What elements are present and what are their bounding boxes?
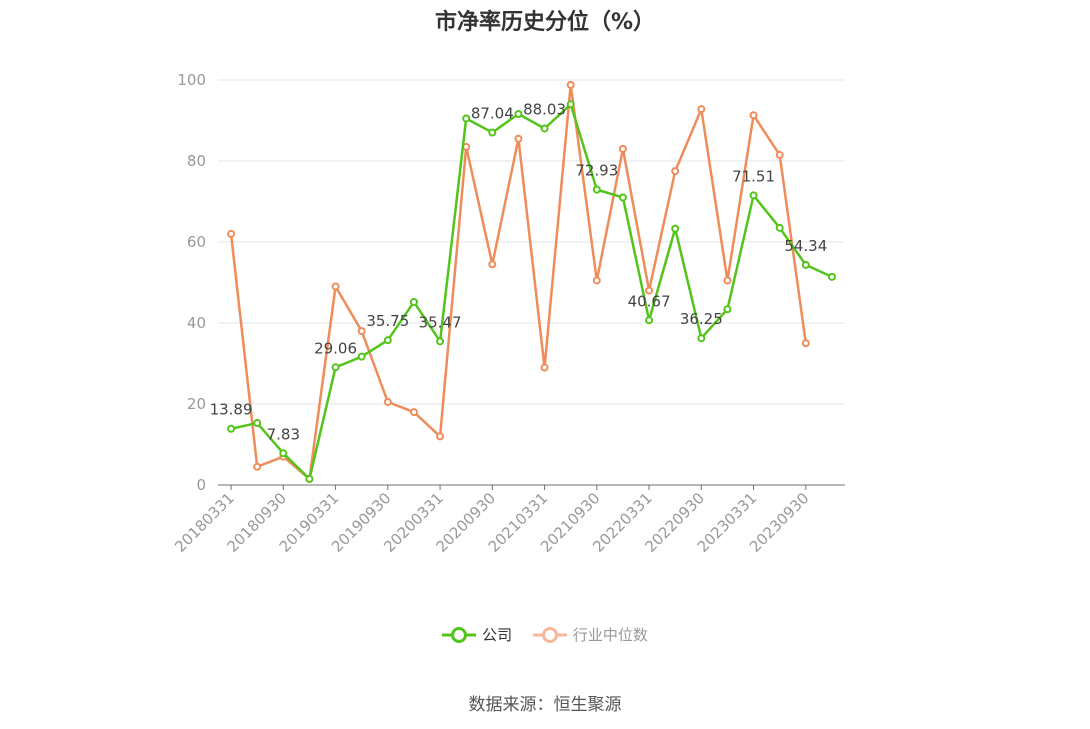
data-label: 13.89 [210, 401, 253, 419]
data-point-company [488, 128, 497, 137]
data-point-company [331, 363, 340, 372]
series-layer [227, 80, 836, 483]
data-label: 36.25 [680, 310, 723, 328]
data-point-company [775, 223, 784, 232]
data-point-company [462, 114, 471, 123]
data-point-industry [331, 282, 340, 291]
legend-company-marker-icon [442, 626, 477, 643]
axis-layer: 0204060801002018033120180930201903312019… [171, 71, 845, 556]
data-point-industry [801, 339, 810, 348]
data-point-industry [436, 432, 445, 441]
data-point-industry [383, 397, 392, 406]
data-point-industry [723, 276, 732, 285]
data-point-company [279, 449, 288, 458]
data-point-industry [697, 105, 706, 114]
data-point-industry [227, 229, 236, 238]
series-line-company [230, 103, 833, 481]
data-label: 40.67 [628, 292, 671, 310]
data-label: 87.04 [471, 104, 514, 122]
data-point-company [566, 100, 575, 109]
y-tick-label: 100 [177, 71, 206, 89]
data-point-industry [253, 462, 262, 471]
data-point-company [645, 316, 654, 325]
data-point-company [409, 297, 418, 306]
y-tick-label: 40 [187, 314, 206, 332]
y-tick-label: 60 [187, 233, 206, 251]
data-point-industry [749, 111, 758, 120]
data-point-industry [566, 80, 575, 89]
data-point-industry [357, 327, 366, 336]
label-layer: 13.89 7.83 29.06 35.75 35.47 87.04 88.03 72.93 4… [210, 100, 828, 443]
y-tick-label: 0 [196, 476, 206, 494]
data-point-company [749, 191, 758, 200]
data-label: 35.75 [366, 312, 409, 330]
data-point-company [801, 260, 810, 269]
data-point-industry [488, 260, 497, 269]
data-point-company [227, 424, 236, 433]
legend-industry-marker-icon [532, 626, 567, 643]
legend-label-industry: 行业中位数 [572, 626, 648, 644]
y-tick-label: 80 [187, 152, 206, 170]
data-point-industry [409, 408, 418, 417]
data-point-company [253, 419, 262, 428]
data-point-industry [645, 286, 654, 295]
data-label: 29.06 [314, 339, 357, 357]
data-point-company [540, 124, 549, 133]
series-line-industry [229, 83, 808, 481]
data-point-company [514, 110, 523, 119]
data-point-company [436, 337, 445, 346]
legend-item-company[interactable]: 公司 [442, 624, 512, 645]
source-note: 数据来源：恒生聚源 [468, 695, 622, 715]
data-label: 35.47 [419, 313, 462, 331]
data-point-industry [618, 144, 627, 153]
legend-item-industry[interactable]: 行业中位数 [532, 624, 648, 645]
legend-label-company: 公司 [482, 626, 513, 644]
legend: 公司 行业中位数 [0, 624, 1090, 647]
data-point-company [827, 272, 836, 281]
data-point-industry [592, 276, 601, 285]
data-point-company [618, 193, 627, 202]
data-point-company [697, 334, 706, 343]
data-point-industry [514, 134, 523, 143]
data-label: 7.83 [267, 425, 300, 443]
data-point-industry [775, 150, 784, 159]
data-point-company [671, 224, 680, 233]
data-label: 72.93 [575, 162, 618, 180]
data-point-company [357, 352, 366, 361]
chart-title: 市净率历史分位（%） [434, 10, 656, 35]
data-point-company [723, 305, 732, 314]
data-point-industry [671, 167, 680, 176]
grid-layer [218, 79, 845, 405]
data-point-company [305, 474, 314, 483]
data-point-company [592, 185, 601, 194]
data-label: 54.34 [784, 237, 827, 255]
y-tick-label: 20 [187, 395, 206, 413]
data-point-industry [540, 363, 549, 372]
data-point-company [383, 336, 392, 345]
data-label: 88.03 [523, 100, 566, 118]
data-label: 71.51 [732, 167, 775, 185]
